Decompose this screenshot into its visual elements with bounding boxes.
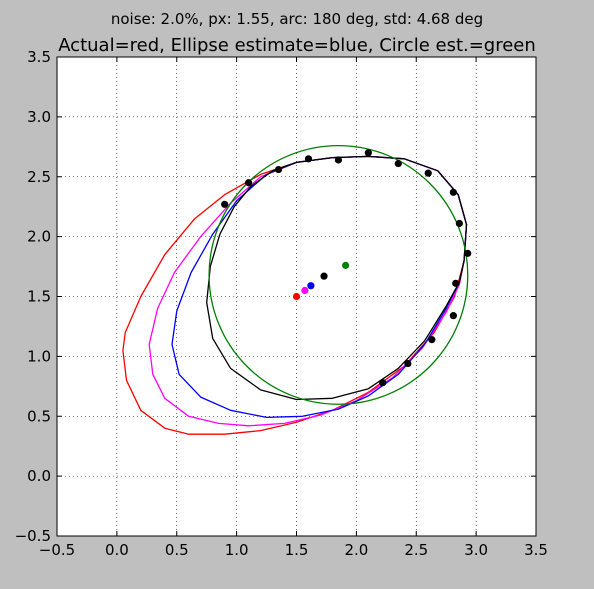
x-tick-label: 1.5	[285, 541, 309, 559]
observation-point	[404, 359, 412, 368]
series-line-3	[206, 155, 468, 401]
center-point	[341, 261, 350, 269]
x-tick-label: 0.0	[105, 541, 129, 559]
observation-point	[449, 312, 457, 320]
y-tick-label: 1.0	[27, 347, 51, 365]
observation-point	[245, 179, 253, 187]
observation-point	[221, 200, 229, 208]
observation-point	[449, 188, 457, 196]
observation-point	[455, 219, 463, 228]
x-tick-label: 2.0	[344, 541, 368, 559]
observation-point	[304, 155, 313, 163]
y-tick-label: 0.0	[27, 467, 51, 485]
y-tick-label: 1.5	[27, 288, 51, 306]
curves-layer	[122, 144, 469, 435]
x-tick-label: 1.0	[225, 541, 249, 559]
y-tick-label: 2.0	[27, 228, 51, 246]
x-tick-label: 0.5	[165, 541, 189, 559]
axis-ticks: −0.5 0.0 0.5 1.0 1.5 2.0 2.5 3.0 3.5 −0.5 0.0 0.5 1.…	[15, 48, 548, 559]
series-line-4	[208, 144, 469, 405]
chart-suptitle: noise: 2.0%, px: 1.55, arc: 180 deg, std…	[111, 10, 483, 28]
observation-point	[334, 156, 343, 164]
observation-point	[379, 379, 387, 387]
observation-point	[428, 336, 436, 344]
y-tick-label: 2.5	[27, 168, 51, 186]
center-point	[292, 292, 301, 301]
observation-point	[274, 165, 283, 174]
markers-layer	[221, 149, 472, 387]
chart-title: Actual=red, Ellipse estimate=blue, Circl…	[58, 35, 536, 56]
y-tick-label: 3.0	[27, 108, 51, 126]
x-tick-label: 3.5	[524, 541, 548, 559]
observation-point	[464, 249, 472, 257]
center-point	[320, 272, 328, 280]
observation-point	[452, 279, 460, 287]
center-point	[307, 282, 315, 290]
y-tick-label: 0.5	[27, 407, 51, 425]
x-tick-label: 3.0	[464, 541, 488, 559]
x-tick-label: −0.5	[39, 541, 75, 559]
observation-point	[364, 149, 372, 157]
y-tick-label: 3.5	[27, 48, 51, 66]
y-tick-label: −0.5	[15, 527, 51, 545]
center-point	[301, 286, 309, 295]
observation-point	[424, 169, 432, 177]
observation-point	[394, 159, 402, 168]
x-tick-label: 2.5	[404, 541, 428, 559]
